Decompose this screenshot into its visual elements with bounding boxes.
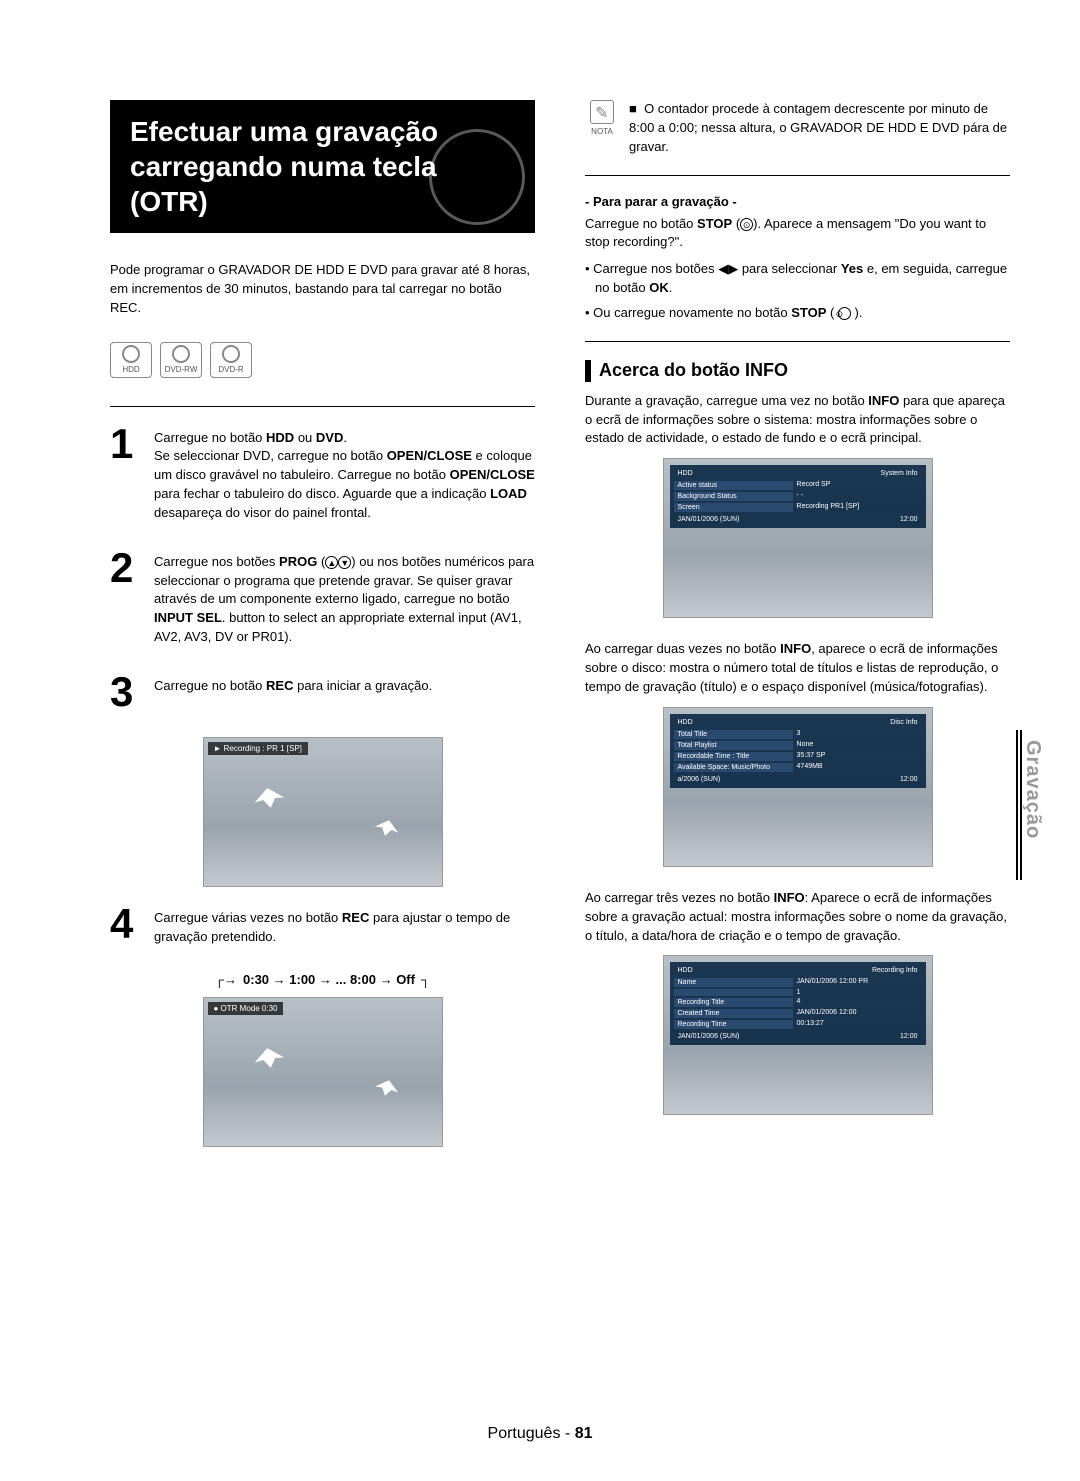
side-tab-label: Gravação (1021, 740, 1044, 839)
divider (110, 406, 535, 407)
divider (585, 175, 1010, 176)
otr-cycle: ┌→ 0:30 → 1:00 → ... 8:00 → Off ┐ (110, 972, 535, 987)
info-heading: Acerca do botão INFO (585, 360, 1010, 382)
note-icon: NOTA (585, 100, 619, 157)
disc-icons-row: HDD DVD-RW DVD-R (110, 342, 535, 378)
page-footer: Português - 81 (0, 1425, 1080, 1443)
intro-text: Pode programar o GRAVADOR DE HDD E DVD p… (110, 261, 535, 318)
stop-bullet-1: Carregue nos botões ◀▶ para seleccionar … (585, 260, 1010, 298)
left-column: Efectuar uma gravação carregando numa te… (110, 100, 535, 1165)
stop-text: Carregue no botão STOP (⊙). Aparece a me… (585, 215, 1010, 253)
step-1: 1 Carregue no botão HDD ou DVD.Se selecc… (110, 425, 535, 523)
step-number: 1 (110, 425, 142, 523)
info-panel-disc: HDDDisc Info Total Title3 Total Playlist… (663, 707, 933, 867)
heading-bar-icon (585, 360, 591, 382)
step-number: 3 (110, 673, 142, 711)
note-block: NOTA ■ O contador procede à contagem dec… (585, 100, 1010, 157)
title-line2: carregando numa tecla (OTR) (130, 149, 515, 219)
dvd-rw-icon: DVD-RW (160, 342, 202, 378)
info-p3: Ao carregar três vezes no botão INFO: Ap… (585, 889, 1010, 946)
info-p2: Ao carregar duas vezes no botão INFO, ap… (585, 640, 1010, 697)
step-2: 2 Carregue nos botões PROG (▲▼) ou nos b… (110, 549, 535, 647)
page-columns: Efectuar uma gravação carregando numa te… (110, 100, 1010, 1165)
right-column: NOTA ■ O contador procede à contagem dec… (585, 100, 1010, 1165)
step-body: Carregue no botão REC para iniciar a gra… (154, 673, 432, 711)
step-body: Carregue nos botões PROG (▲▼) ou nos bot… (154, 549, 535, 647)
info-panel-system: HDDSystem Info Active statusRecord SP Ba… (663, 458, 933, 618)
step-4: 4 Carregue várias vezes no botão REC par… (110, 905, 535, 947)
title-line1: Efectuar uma gravação (130, 114, 515, 149)
dvd-r-icon: DVD-R (210, 342, 252, 378)
step-3: 3 Carregue no botão REC para iniciar a g… (110, 673, 535, 711)
divider (585, 341, 1010, 342)
note-text: ■ O contador procede à contagem decresce… (629, 100, 1010, 157)
section-title: Efectuar uma gravação carregando numa te… (110, 100, 535, 233)
step-number: 4 (110, 905, 142, 947)
step-body: Carregue várias vezes no botão REC para … (154, 905, 535, 947)
hdd-icon: HDD (110, 342, 152, 378)
screen-recording: ► Recording : PR 1 [SP] (203, 737, 443, 887)
step-number: 2 (110, 549, 142, 647)
info-panel-recording: HDDRecording Info NameJAN/01/2006 12:00 … (663, 955, 933, 1115)
screen-otr: ● OTR Mode 0:30 (203, 997, 443, 1147)
stop-bullet-2: Ou carregue novamente no botão STOP ( ⊙ … (585, 304, 1010, 323)
side-tab-line (1016, 730, 1018, 880)
stop-heading: - Para parar a gravação - (585, 194, 1010, 209)
step-body: Carregue no botão HDD ou DVD.Se seleccio… (154, 425, 535, 523)
info-p1: Durante a gravação, carregue uma vez no … (585, 392, 1010, 449)
